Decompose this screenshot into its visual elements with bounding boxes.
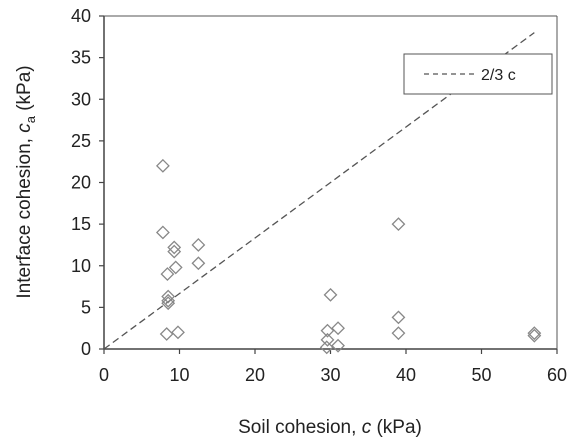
data-point [167,240,182,255]
data-point [167,244,182,259]
data-point [527,328,542,343]
data-point [527,326,542,341]
x-axis-label-prefix: Soil cohesion, [238,417,362,438]
y-tick-label: 5 [81,297,91,317]
data-point [191,238,206,252]
x-axis-label-symbol: c [362,417,372,438]
y-axis-ticks: 0 5 10 15 20 25 30 35 40 [71,6,104,359]
data-point [391,217,406,232]
legend: 2/3 c [403,53,553,95]
x-tick-label: 20 [245,365,265,385]
data-point [331,321,345,336]
y-tick-label: 25 [71,131,91,151]
y-axis-label-subscript: a [23,115,38,123]
data-point [160,267,175,281]
data-point [161,289,176,304]
x-axis-ticks: 0 10 20 30 40 50 60 [99,349,567,385]
data-point [155,225,170,240]
x-axis-label: Soil cohesion, c (kPa) [238,417,422,438]
x-tick-label: 10 [169,365,189,385]
y-tick-label: 35 [71,48,91,68]
y-tick-label: 20 [71,173,91,193]
data-point [323,287,338,302]
y-axis-label-suffix: (kPa) [14,65,35,116]
x-tick-label: 0 [99,365,109,385]
y-tick-label: 30 [71,89,91,109]
y-axis-label: Interface cohesion, ca (kPa) [14,65,38,298]
y-tick-label: 10 [71,256,91,276]
x-tick-label: 50 [471,365,491,385]
y-axis-label-symbol: c [14,123,35,133]
y-tick-label: 15 [71,214,91,234]
data-point [391,326,406,341]
data-point [161,293,176,308]
y-axis-label-prefix: Interface cohesion, [14,133,35,299]
data-point [161,296,176,311]
x-tick-label: 30 [320,365,340,385]
data-point [155,158,170,173]
data-point [191,256,206,271]
x-axis-label-suffix: (kPa) [371,417,422,438]
data-point [168,260,183,275]
x-tick-label: 60 [547,365,567,385]
data-point [391,310,406,325]
data-point [319,340,334,355]
data-point [171,325,185,340]
data-points [155,158,542,355]
y-tick-label: 0 [81,339,91,359]
data-point [320,323,335,338]
data-point [331,338,345,353]
y-tick-label: 40 [71,6,91,26]
data-point [320,332,335,347]
legend-label: 2/3 c [481,67,516,84]
data-point [159,327,174,341]
x-tick-label: 40 [396,365,416,385]
